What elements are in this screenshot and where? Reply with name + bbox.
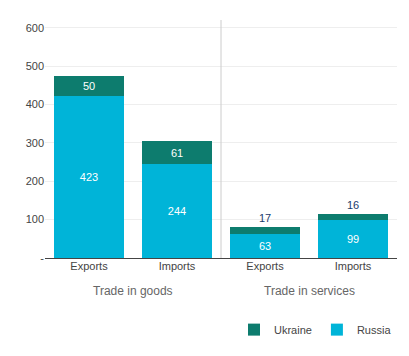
svg-text:Exports: Exports [246,260,284,272]
svg-text:Russia: Russia [357,324,392,336]
svg-text:50: 50 [83,80,95,92]
svg-text:-: - [40,252,44,264]
svg-text:Exports: Exports [70,260,108,272]
svg-text:Trade in goods: Trade in goods [93,284,173,298]
svg-text:16: 16 [347,199,359,211]
svg-text:17: 17 [259,212,271,224]
svg-text:Trade in services: Trade in services [264,284,355,298]
svg-text:99: 99 [347,233,359,245]
svg-text:600: 600 [26,22,44,34]
svg-text:244: 244 [168,205,186,217]
svg-text:100: 100 [26,213,44,225]
svg-text:63: 63 [259,240,271,252]
svg-text:200: 200 [26,175,44,187]
svg-text:Imports: Imports [159,260,196,272]
svg-text:Imports: Imports [335,260,372,272]
svg-text:400: 400 [26,98,44,110]
svg-text:423: 423 [80,171,98,183]
svg-text:500: 500 [26,60,44,72]
svg-text:Ukraine: Ukraine [274,324,312,336]
svg-text:300: 300 [26,137,44,149]
svg-text:61: 61 [171,147,183,159]
